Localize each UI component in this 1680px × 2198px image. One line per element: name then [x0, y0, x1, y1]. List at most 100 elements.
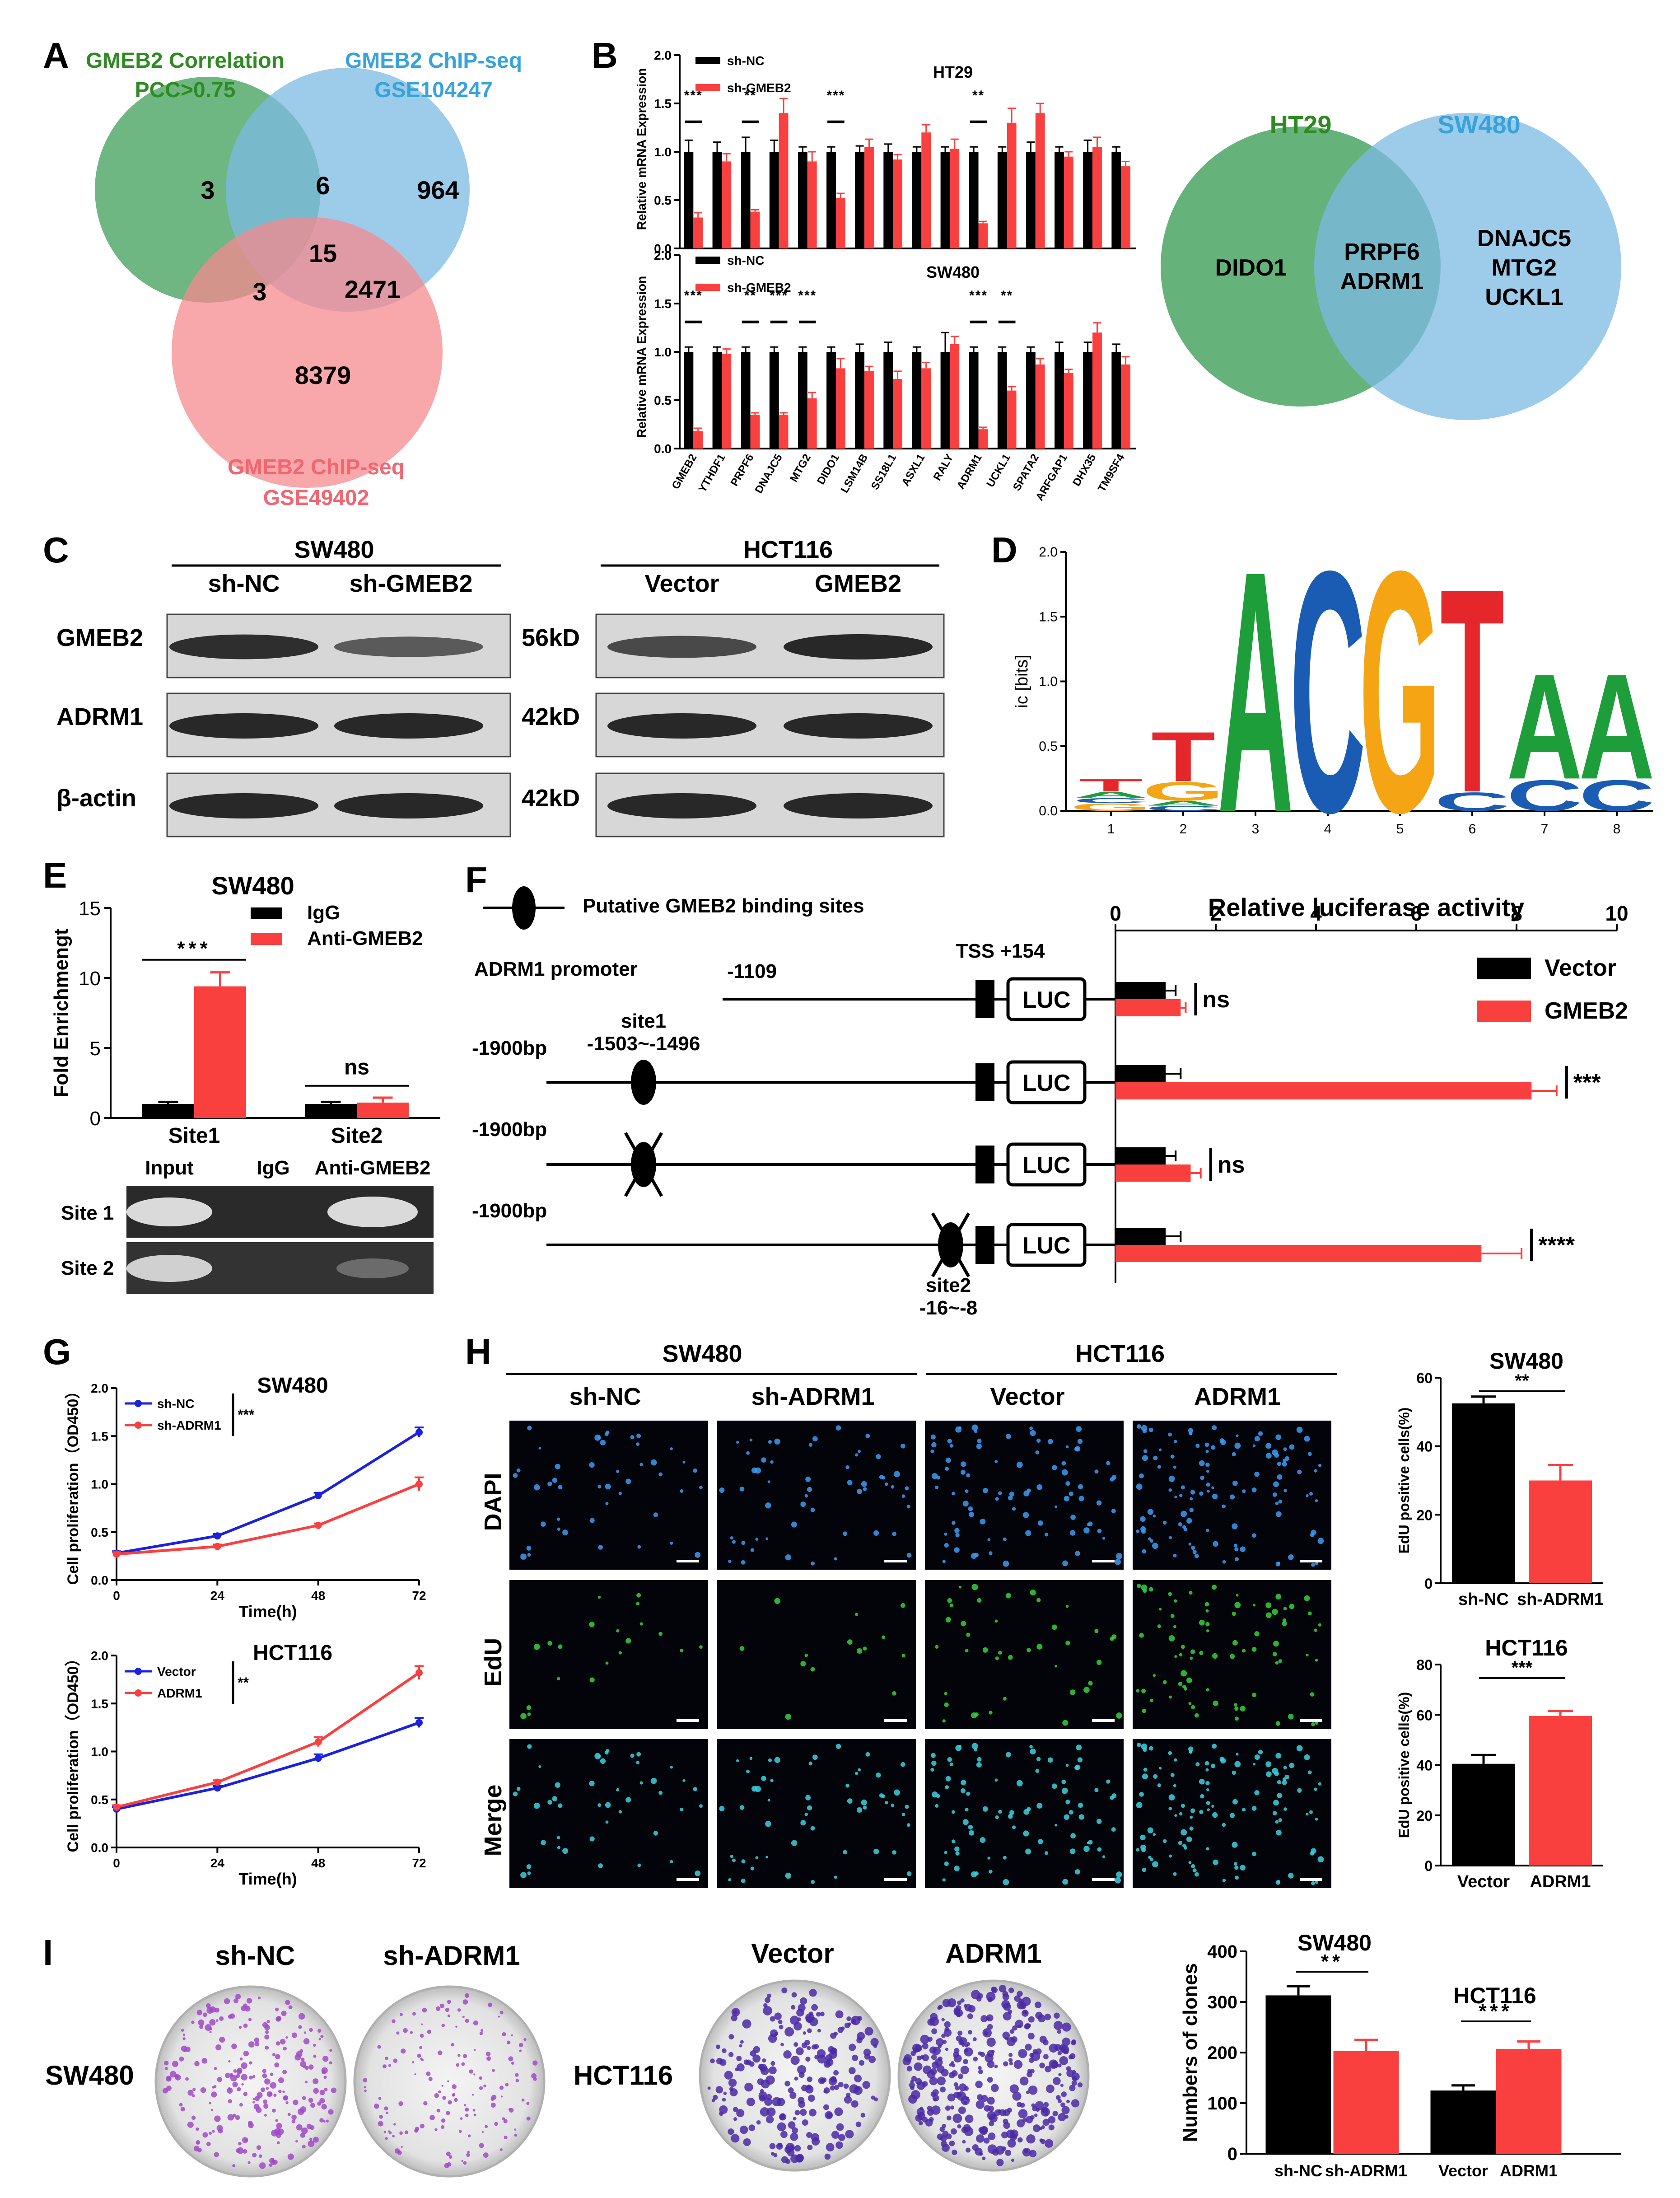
x-tick-label: 2 — [1210, 902, 1222, 925]
legend-label: sh-NC — [157, 1397, 194, 1411]
construct-label: -1900bp — [472, 1118, 547, 1141]
cell-nucleus — [1152, 1861, 1158, 1868]
x-tick-label: GMEB2 — [669, 452, 699, 491]
cell-nucleus — [1212, 1493, 1218, 1500]
dish-cell-2: HCT116 — [574, 2060, 673, 2090]
colony — [503, 2119, 508, 2123]
colony — [291, 2032, 297, 2038]
cell-nucleus — [1142, 1455, 1148, 1461]
colony — [274, 2128, 281, 2135]
venn-a-title-1-line2: PCC>0.75 — [135, 78, 236, 102]
cell-nucleus — [1016, 1461, 1023, 1468]
cell-nucleus — [774, 1757, 780, 1763]
cell-nucleus — [951, 1492, 955, 1496]
colony — [491, 2095, 497, 2100]
cell-nucleus — [1159, 1767, 1162, 1770]
colony — [215, 2044, 222, 2051]
cell-nucleus — [1232, 1523, 1238, 1529]
colony — [295, 2140, 298, 2143]
colony — [1008, 1988, 1014, 1993]
y-tick-label: 0.5 — [91, 1525, 108, 1539]
colony — [982, 2156, 986, 2161]
colony — [944, 2021, 951, 2028]
bar — [1092, 332, 1102, 449]
cell-nucleus — [520, 1872, 527, 1879]
bar — [826, 352, 836, 449]
cell-nucleus — [962, 1501, 969, 1507]
cell-nucleus — [1205, 1768, 1209, 1772]
cell-nucleus — [526, 1546, 532, 1551]
cell-nucleus — [1029, 1426, 1033, 1430]
y-tick-label: 1.0 — [91, 1478, 108, 1492]
panel-f: F Putative GMEB2 binding sites ADRM1 pro… — [465, 860, 1629, 1319]
site1-label-2: -1503~-1496 — [587, 1033, 700, 1055]
chart-title: SW480 — [1489, 1348, 1563, 1374]
cell-nucleus — [1315, 1562, 1319, 1566]
cell-nucleus — [1288, 1873, 1294, 1879]
colony — [807, 2028, 812, 2033]
colony — [1015, 2020, 1024, 2028]
colony — [301, 2058, 305, 2062]
bar — [779, 415, 789, 449]
cell-nucleus — [845, 1783, 849, 1788]
cell-nucleus — [1266, 1453, 1272, 1459]
bar — [1055, 352, 1064, 449]
cell-nucleus — [1275, 1661, 1279, 1665]
cell-nucleus — [1003, 1697, 1007, 1701]
x-tick-label: SPATA2 — [1011, 452, 1041, 493]
cell-nucleus — [589, 1622, 595, 1627]
cell-nucleus — [1315, 1499, 1318, 1502]
cell-nucleus — [944, 1851, 947, 1854]
cell-nucleus — [1140, 1834, 1146, 1841]
cell-nucleus — [995, 1497, 999, 1501]
bar — [769, 352, 779, 449]
y-tick-label: 1.0 — [1039, 674, 1058, 689]
cell-nucleus — [1182, 1525, 1186, 1529]
cell-nucleus — [589, 1518, 595, 1523]
cell-nucleus — [589, 1677, 595, 1683]
cell-nucleus — [1258, 1749, 1263, 1754]
colony — [313, 2044, 316, 2047]
colony — [252, 2075, 256, 2078]
colony — [321, 2104, 327, 2110]
cell-nucleus — [1222, 1879, 1226, 1882]
cell-nucleus — [974, 1430, 978, 1433]
colony — [270, 2082, 276, 2089]
cell-nucleus — [861, 1799, 867, 1805]
significance-label: ** — [238, 1674, 249, 1691]
colony — [955, 2005, 961, 2011]
bar — [969, 352, 979, 449]
cell-nucleus — [682, 1779, 686, 1782]
cell-nucleus — [906, 1871, 912, 1876]
colony — [309, 2137, 313, 2141]
bar — [912, 152, 922, 248]
cell-nucleus — [905, 1805, 909, 1809]
cell-nucleus — [1142, 1773, 1148, 1780]
cell-nucleus — [1306, 1494, 1309, 1497]
colony — [494, 2122, 499, 2126]
bar — [921, 132, 931, 248]
cell-nucleus — [1251, 1647, 1257, 1652]
colony — [959, 2037, 967, 2045]
wb-size-1: 56kD — [522, 624, 580, 651]
colony — [1061, 2106, 1070, 2114]
colony — [809, 1989, 817, 1997]
colony — [266, 2087, 269, 2090]
logo-letter: T — [1151, 717, 1215, 796]
colony — [961, 2043, 965, 2047]
scale-bar — [1300, 1560, 1322, 1562]
cell-nucleus — [1232, 1640, 1238, 1646]
cell-nucleus — [965, 1489, 969, 1493]
cell-nucleus — [1016, 1780, 1023, 1786]
cell-nucleus — [1174, 1758, 1177, 1762]
cell-nucleus — [1311, 1529, 1316, 1535]
colony — [504, 2135, 508, 2139]
cell-nucleus — [835, 1425, 841, 1431]
colony — [373, 2103, 379, 2109]
colony — [255, 2042, 260, 2047]
cell-nucleus — [1174, 1655, 1177, 1658]
colony — [845, 2092, 851, 2098]
cell-nucleus — [1148, 1537, 1152, 1541]
dish-label-2: sh-ADRM1 — [383, 1941, 520, 1971]
colony — [262, 2069, 266, 2073]
